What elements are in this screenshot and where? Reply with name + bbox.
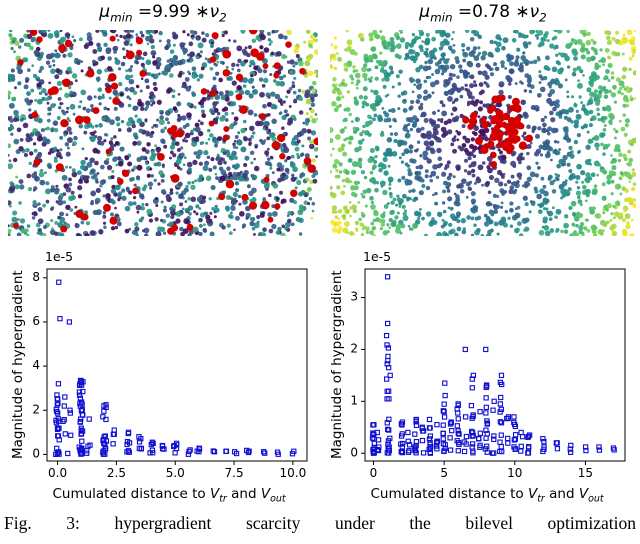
nu-symbol: ν	[209, 2, 220, 22]
mu-symbol: μ	[419, 2, 431, 22]
vtr-subscript: tr	[537, 493, 545, 505]
xlabel-left: Cumulated distance to Vtr and Vout	[23, 486, 315, 505]
vout-subscript: out	[270, 493, 286, 505]
vtr-subscript: tr	[219, 493, 227, 505]
mu-subscript: min	[110, 10, 133, 25]
xlabel-text: Cumulated distance to	[370, 486, 528, 502]
figure-caption: Fig. 3: hypergradient scarcity under the…	[4, 513, 636, 533]
xlabel-text: and	[226, 486, 261, 502]
hypergradient-plot-right	[341, 263, 633, 487]
nu-subscript: 2	[539, 10, 547, 25]
ylabel-right: Magnitude of hypergradient	[329, 270, 345, 459]
subplot-title-left: μmin =9.99 ∗ν2	[8, 2, 318, 24]
vout-symbol: V	[260, 486, 271, 502]
vout-subscript: out	[588, 493, 604, 505]
vtr-symbol: V	[527, 486, 538, 502]
subplot-title-right: μmin =0.78 ∗ν2	[330, 2, 636, 24]
title-equation: =0.78 ∗	[452, 2, 530, 22]
vout-symbol: V	[578, 486, 589, 502]
ylabel-left: Magnitude of hypergradient	[10, 270, 26, 459]
nu-subscript: 2	[219, 10, 227, 25]
scatter-field-right	[330, 30, 636, 236]
vtr-symbol: V	[209, 486, 220, 502]
offset-text-left: 1e-5	[45, 249, 74, 264]
nu-symbol: ν	[529, 2, 540, 22]
xlabel-right: Cumulated distance to Vtr and Vout	[341, 486, 633, 505]
title-equation: =9.99 ∗	[132, 2, 210, 22]
scatter-field-left	[8, 30, 318, 236]
hypergradient-plot-left	[23, 263, 315, 487]
mu-symbol: μ	[99, 2, 111, 22]
xlabel-text: Cumulated distance to	[52, 486, 210, 502]
offset-text-right: 1e-5	[363, 249, 392, 264]
mu-subscript: min	[430, 10, 453, 25]
xlabel-text: and	[544, 486, 579, 502]
